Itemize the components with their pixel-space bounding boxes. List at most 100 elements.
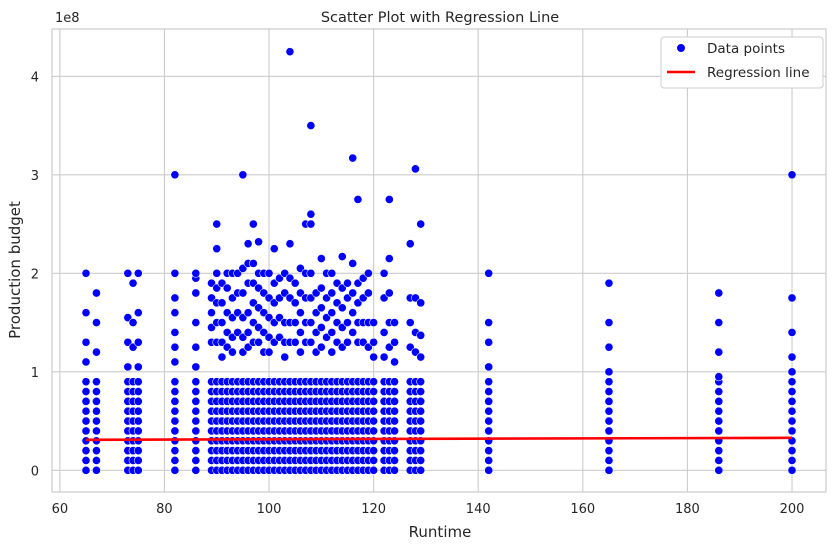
y-tick-label: 2 xyxy=(31,267,39,282)
data-point xyxy=(217,298,227,308)
data-point xyxy=(191,426,201,436)
data-point xyxy=(343,337,352,347)
data-point xyxy=(390,416,399,426)
data-point xyxy=(369,416,379,426)
legend-box xyxy=(660,36,824,89)
data-point xyxy=(81,268,91,278)
data-point xyxy=(133,377,143,387)
data-point xyxy=(280,352,290,362)
data-point xyxy=(170,416,180,426)
data-point xyxy=(254,337,263,347)
data-point xyxy=(212,219,222,229)
data-point xyxy=(170,357,180,367)
data-point xyxy=(369,406,379,416)
data-point xyxy=(405,318,415,327)
y-tick-label: 1 xyxy=(31,366,39,381)
data-point xyxy=(81,456,91,465)
data-point xyxy=(787,416,797,426)
legend-label-regression-line: Regression line xyxy=(707,65,810,81)
data-point xyxy=(238,170,248,180)
data-point xyxy=(484,426,494,436)
data-point xyxy=(81,337,91,347)
data-point xyxy=(714,288,724,298)
data-point xyxy=(416,377,426,387)
data-point xyxy=(337,303,347,313)
data-point xyxy=(604,465,614,475)
data-point xyxy=(191,387,201,396)
data-point xyxy=(92,387,101,396)
data-point xyxy=(337,252,347,261)
data-point xyxy=(290,278,300,288)
data-point xyxy=(81,357,91,367)
data-point xyxy=(133,456,143,465)
data-point xyxy=(217,352,227,362)
data-point xyxy=(390,377,399,387)
data-point xyxy=(296,328,305,337)
data-point xyxy=(243,239,253,249)
data-point xyxy=(92,377,101,387)
data-point xyxy=(348,259,358,268)
data-point xyxy=(170,308,180,318)
data-point xyxy=(416,219,426,229)
regression-line-group xyxy=(85,436,793,442)
data-point xyxy=(343,318,352,327)
data-point xyxy=(191,268,201,278)
data-point xyxy=(133,465,143,475)
data-point xyxy=(170,268,180,278)
data-point xyxy=(416,426,426,436)
data-point xyxy=(484,337,494,347)
data-point xyxy=(170,426,180,436)
data-point xyxy=(787,352,797,362)
data-point xyxy=(170,293,180,303)
data-point xyxy=(343,278,352,288)
data-point xyxy=(170,387,180,396)
data-point xyxy=(285,47,295,57)
x-tick-label: 100 xyxy=(257,502,282,517)
legend: Data points Regression line xyxy=(660,36,824,89)
y-tick-label: 0 xyxy=(31,464,39,479)
data-point xyxy=(787,377,797,387)
data-point xyxy=(416,446,426,456)
data-point xyxy=(123,268,133,278)
data-point xyxy=(191,318,201,327)
data-point xyxy=(714,387,724,396)
data-point xyxy=(228,347,237,357)
data-point xyxy=(133,426,143,436)
data-point xyxy=(81,308,91,318)
data-point xyxy=(714,456,724,465)
data-point xyxy=(128,278,138,288)
data-point xyxy=(133,416,143,426)
data-point xyxy=(133,446,143,456)
data-point xyxy=(290,337,300,347)
data-point xyxy=(81,406,91,416)
data-point xyxy=(604,318,614,327)
data-point xyxy=(416,298,426,308)
data-point xyxy=(170,328,180,337)
data-point xyxy=(348,308,358,318)
data-point xyxy=(133,406,143,416)
data-point xyxy=(92,416,101,426)
data-point xyxy=(390,446,399,456)
data-point xyxy=(604,426,614,436)
data-point xyxy=(416,456,426,465)
data-point xyxy=(212,268,222,278)
data-point xyxy=(384,288,394,298)
data-point xyxy=(364,288,373,298)
data-point xyxy=(207,308,216,318)
data-point xyxy=(604,456,614,465)
data-point xyxy=(92,318,101,327)
data-point xyxy=(604,367,614,377)
data-point xyxy=(484,396,494,406)
data-point xyxy=(369,387,379,396)
data-point xyxy=(92,396,101,406)
y-tick-label: 3 xyxy=(31,169,39,184)
data-point xyxy=(484,362,494,372)
data-point xyxy=(81,377,91,387)
data-point xyxy=(787,328,797,337)
data-point xyxy=(238,288,248,298)
data-point xyxy=(81,465,91,475)
data-point xyxy=(212,244,222,254)
data-point xyxy=(170,465,180,475)
data-point xyxy=(92,456,101,465)
